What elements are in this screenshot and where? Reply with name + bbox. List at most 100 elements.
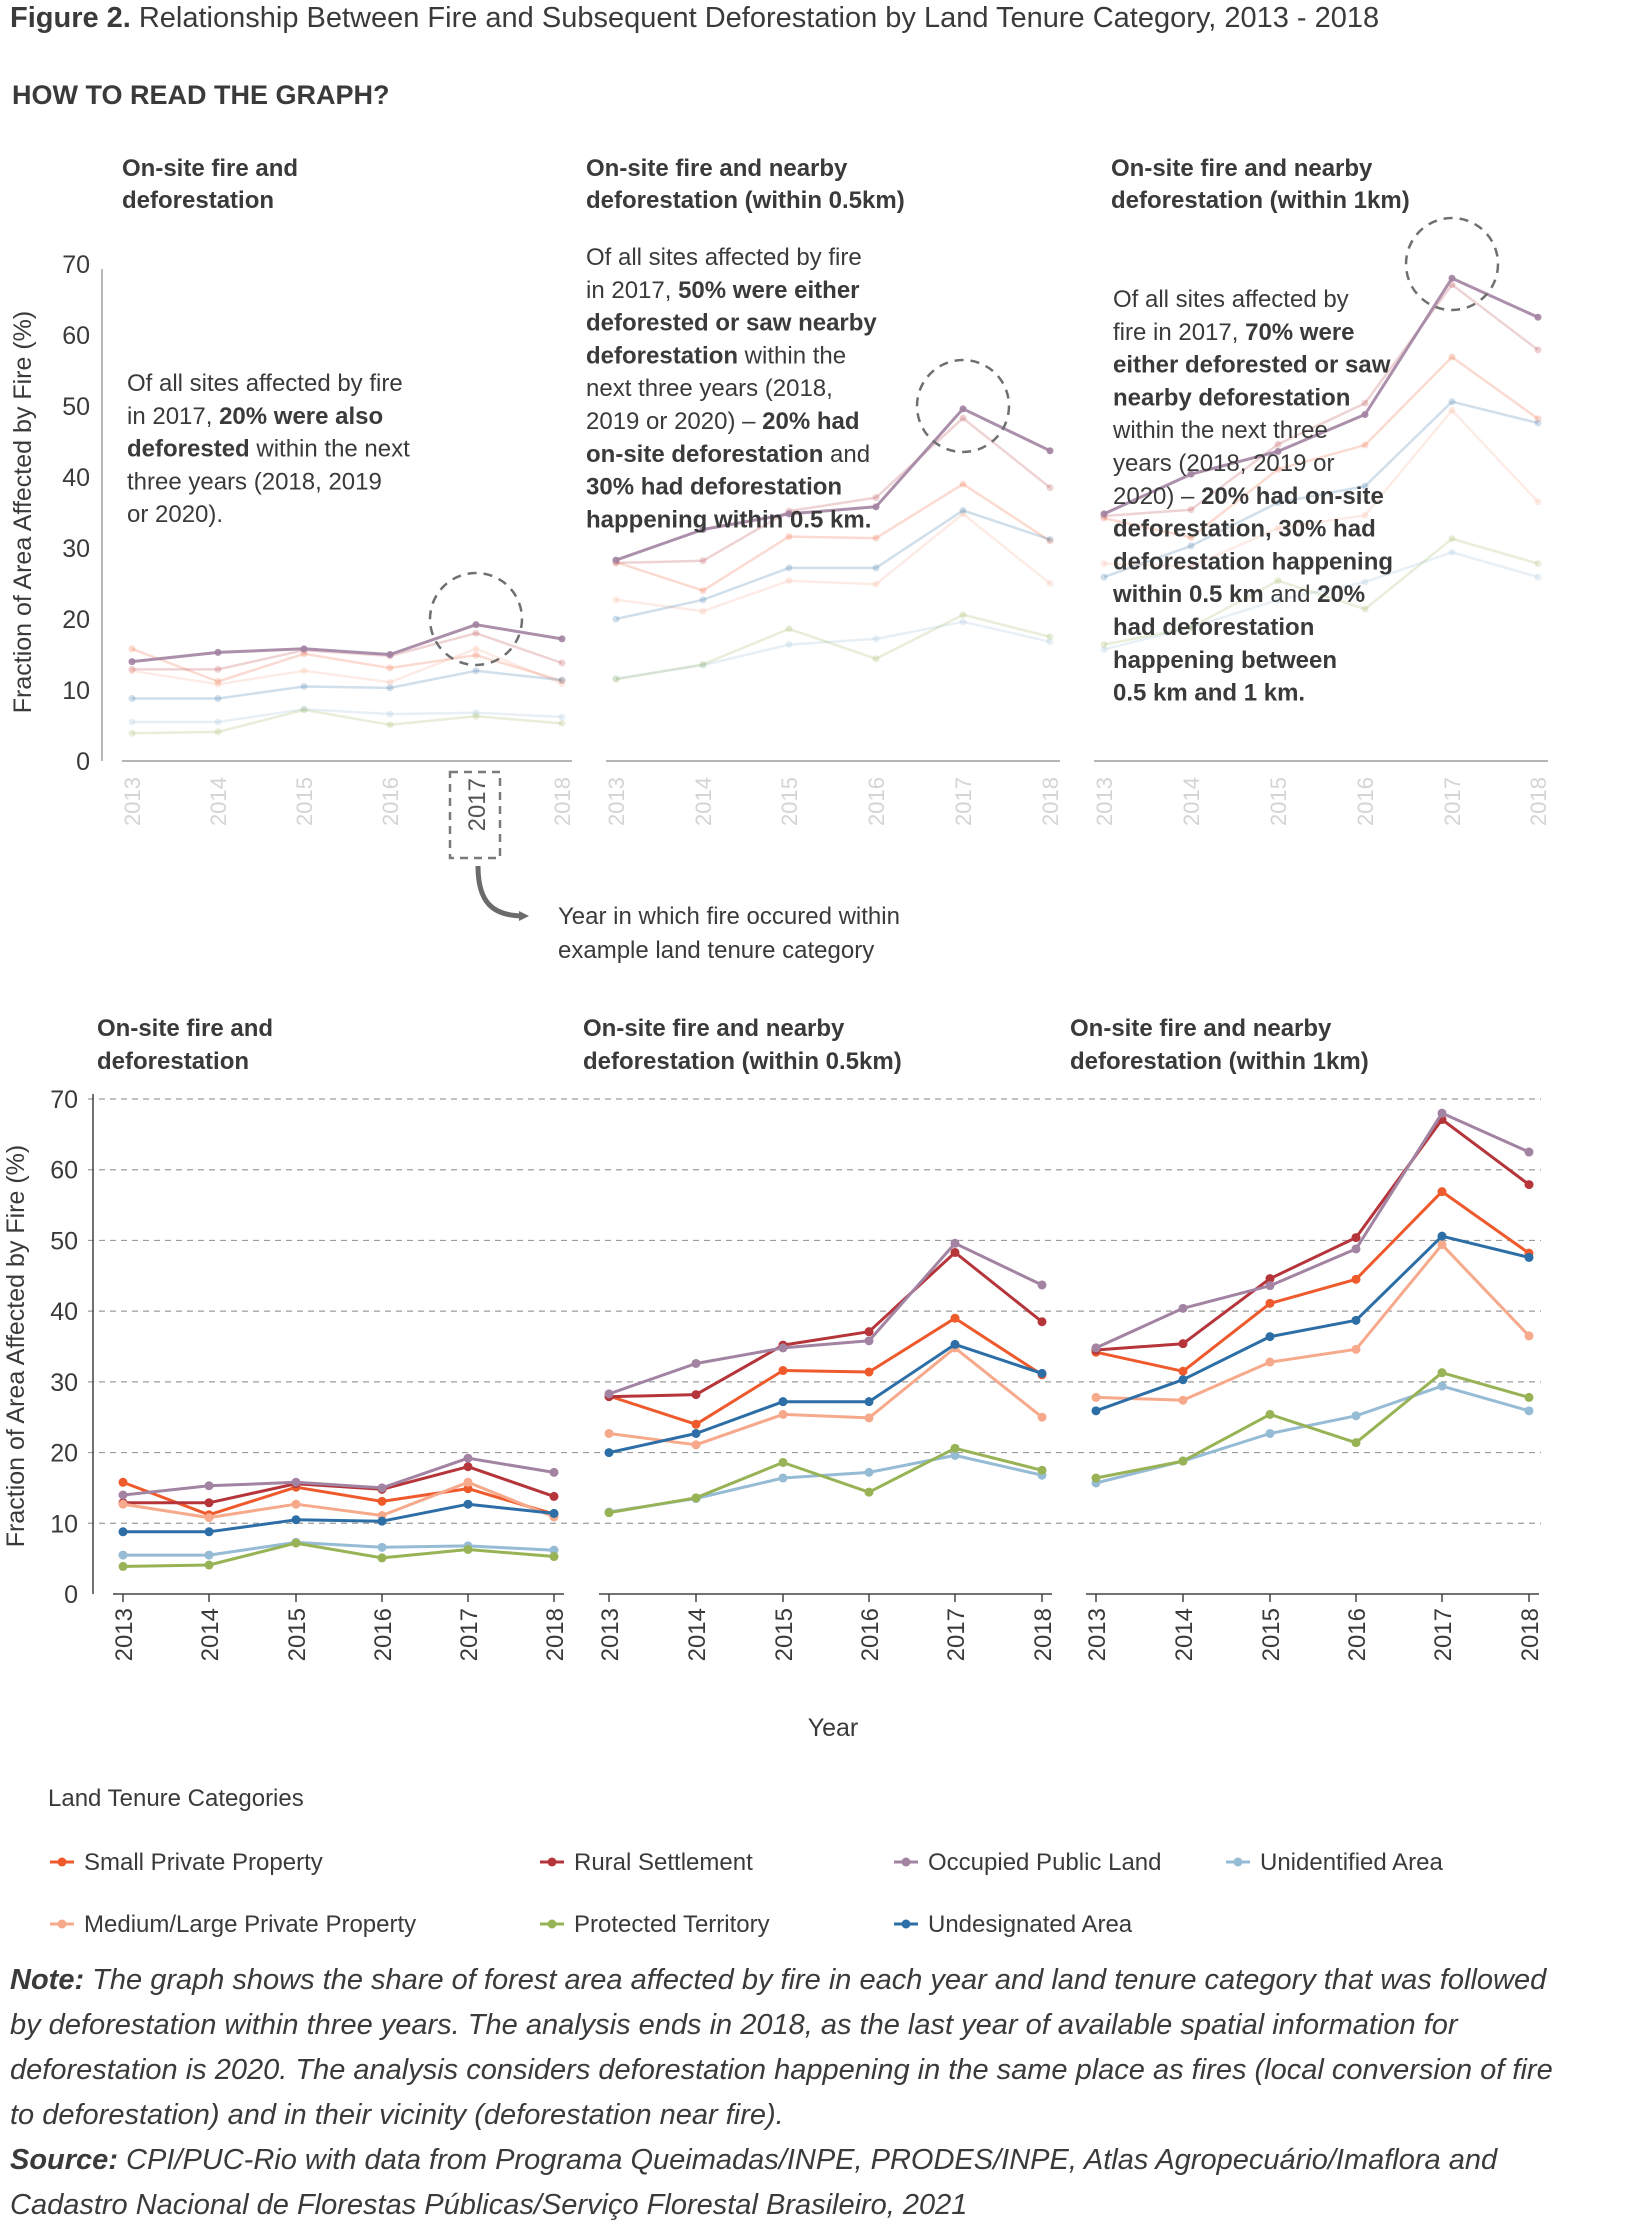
note-label: Note: (10, 1964, 85, 1996)
example-data-point (959, 480, 967, 488)
example-data-point (300, 667, 308, 675)
data-point (1524, 1331, 1534, 1341)
annotation-span: deforested (127, 436, 250, 463)
example-data-point (1361, 399, 1369, 407)
example-x-tick-label: 2013 (1092, 777, 1117, 826)
example-data-point (1534, 498, 1542, 506)
legend-label: Medium/Large Private Property (84, 1911, 416, 1938)
series-line (608, 1241, 1043, 1396)
example-panel-2: 2013 2014 2015 2016 2017 2018 On-site fire and… (586, 155, 1063, 826)
y-tick-label: 60 (50, 1157, 78, 1185)
annotation-line: within 0.5 km and 20% (1112, 581, 1365, 608)
panel-3: On-site fire and nearby deforestation (wi… (1070, 1015, 1544, 1661)
annotation-span: within the next three (1112, 417, 1328, 444)
y-tick-label: 10 (50, 1510, 78, 1538)
data-point (778, 1343, 788, 1353)
example-data-point (699, 587, 707, 595)
example-data-point (300, 650, 308, 658)
legend: Land Tenure Categories Small Private Pro… (48, 1785, 1443, 1938)
example-data-point (1187, 506, 1195, 514)
example-data-point (1274, 499, 1282, 507)
data-point (1265, 1298, 1275, 1308)
example-data-point (1274, 524, 1282, 532)
annotation-span: Of all sites affected by fire (586, 244, 862, 271)
figure-label: Figure 2. (10, 2, 131, 34)
legend-title: Land Tenure Categories (48, 1785, 304, 1812)
data-point (950, 1339, 960, 1349)
annotation-span: 20% were also (219, 403, 383, 430)
example-data-point (612, 675, 620, 683)
data-point (778, 1457, 788, 1467)
note-text: The graph shows the share of forest area… (10, 1964, 1553, 2131)
x-tick-label: 2013 (111, 1608, 138, 1661)
series-line (608, 1446, 1043, 1515)
example-data-point (558, 659, 566, 667)
example-x-tick-label: 2017 (951, 777, 976, 826)
example-data-point (386, 684, 394, 692)
legend-item: Protected Territory (540, 1911, 770, 1938)
legend-item: Small Private Property (50, 1849, 323, 1876)
y-tick-label: 20 (50, 1440, 78, 1468)
data-point (950, 1313, 960, 1323)
example-data-point (785, 510, 793, 518)
x-tick-label: 2018 (542, 1608, 569, 1661)
figure-canvas: Figure 2. Relationship Between Fire and S… (2, 2, 1551, 1938)
panel-title-line-1: On-site fire and (97, 1015, 273, 1042)
annotation-line: happening between (1113, 647, 1337, 674)
data-point (691, 1440, 701, 1450)
example-data-point (300, 682, 308, 690)
example-data-point (1534, 415, 1542, 423)
example-x-tick-label: 2018 (550, 777, 575, 826)
annotation-span: nearby deforestation (1113, 384, 1350, 411)
example-chart: 0 10 20 30 40 50 60 70 Fraction of Area Affected… (9, 155, 1551, 826)
arrow-icon (475, 865, 529, 921)
series-line (122, 1456, 555, 1497)
annotation-span: happening within 0.5 km. (586, 506, 871, 533)
example-data-point (128, 667, 136, 675)
legend-item: Medium/Large Private Property (50, 1911, 416, 1938)
example-data-point (300, 645, 308, 653)
annotation-line: next three years (2018, (586, 375, 833, 402)
example-series-line (1103, 355, 1539, 539)
annotation-line: Of all sites affected by fire (586, 244, 862, 271)
x-tick-label: 2013 (1084, 1608, 1111, 1661)
annotation-line: deforestation, 30% had (1113, 516, 1376, 543)
x-tick-label: 2014 (1171, 1608, 1198, 1661)
data-point (204, 1513, 214, 1523)
data-point (1265, 1357, 1275, 1367)
example-data-point (872, 635, 880, 643)
data-point (1037, 1280, 1047, 1290)
legend-item: Occupied Public Land (894, 1849, 1161, 1876)
data-point (118, 1561, 128, 1571)
annotation-span: within the next (250, 436, 410, 463)
data-point (463, 1499, 473, 1509)
annotation-line: in 2017, 20% were also (127, 403, 383, 430)
legend-swatch-dot (57, 1857, 67, 1867)
example-data-point (872, 655, 880, 663)
panel-title-line-1: On-site fire and nearby (1070, 1015, 1332, 1042)
example-y-tick-label: 40 (62, 464, 90, 492)
example-series-line (615, 407, 1051, 562)
example-x-tick-label: 2017 (1440, 777, 1465, 826)
legend-item: Undesignated Area (894, 1911, 1133, 1938)
data-point (377, 1483, 387, 1493)
how-to-read-heading: HOW TO READ THE GRAPH? (12, 80, 390, 110)
example-y-tick-label: 50 (62, 393, 90, 421)
example-data-point (1448, 535, 1456, 543)
annotation-line: deforestation happening (1113, 548, 1393, 575)
example-data-point (1361, 511, 1369, 519)
example-data-point (1100, 641, 1108, 649)
data-point (1524, 1406, 1534, 1416)
annotation-span: deforestation (586, 342, 738, 369)
annotation-span: 70% were (1245, 319, 1354, 346)
data-point (950, 1443, 960, 1453)
data-point (1037, 1317, 1047, 1327)
panel-title-line-1: On-site fire and nearby (583, 1015, 845, 1042)
x-tick-label: 2018 (1030, 1608, 1057, 1661)
annotation-span: three years (2018, 2019 (127, 468, 382, 495)
example-data-point (128, 645, 136, 653)
series-line (608, 1346, 1043, 1447)
example-data-point (558, 635, 566, 643)
data-point (778, 1366, 788, 1376)
x-tick-label: 2014 (684, 1608, 711, 1661)
